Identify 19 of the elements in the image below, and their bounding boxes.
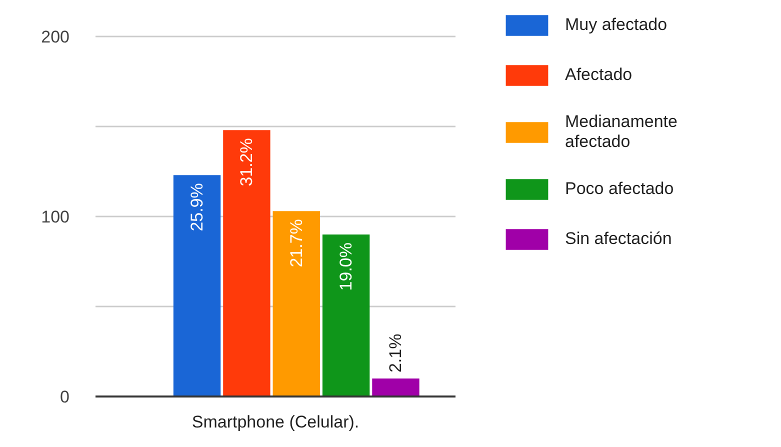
legend-label: Afectado [565,65,632,85]
legend-label: Poco afectado [565,179,674,199]
y-tick-label: 0 [60,388,70,406]
bar [173,175,221,396]
annotation: 25.9% [188,183,207,232]
x-tick-label: Smartphone (Celular). [192,412,360,432]
bar [223,130,270,396]
bar [272,211,320,396]
bar [322,234,370,396]
legend-label: Medianamente afectado [565,112,678,152]
bar [372,378,420,396]
annotation: 2.1% [386,334,406,372]
legend-label: Sin afectación [565,229,672,249]
annotation: 19.0% [336,242,356,291]
annotation: 21.7% [286,219,306,268]
y-tick-label: 100 [41,208,70,226]
annotation: 31.2% [237,138,256,186]
legend-label: Muy afectado [565,15,668,35]
y-tick-label: 200 [41,28,70,46]
